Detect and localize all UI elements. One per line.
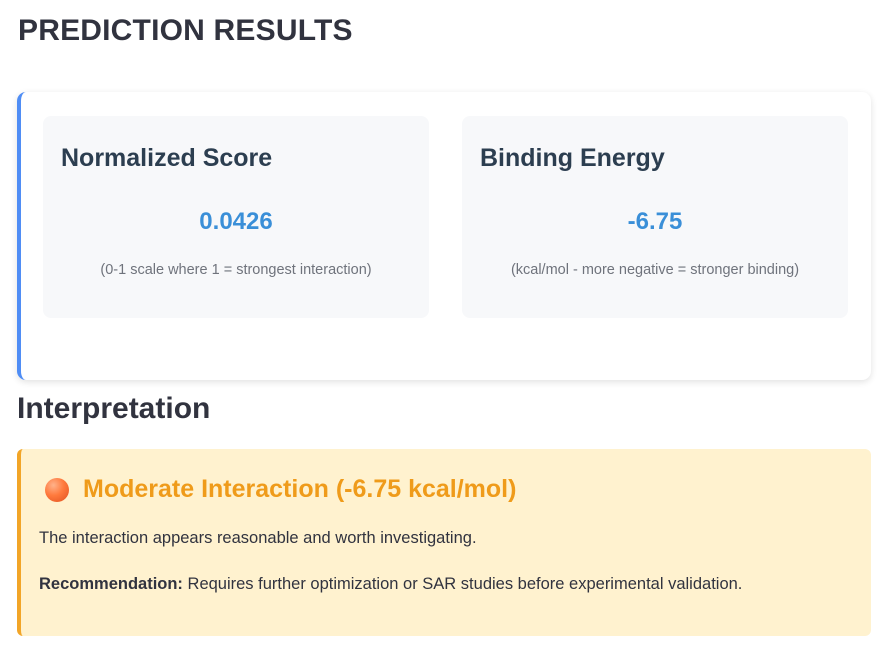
binding-energy-note: (kcal/mol - more negative = stronger bin…	[510, 262, 800, 278]
normalized-score-note: (0-1 scale where 1 = strongest interacti…	[100, 262, 372, 278]
recommendation-label: Recommendation:	[39, 575, 183, 593]
orange-circle-icon	[45, 477, 69, 502]
interpretation-title-row: Moderate Interaction (-6.75 kcal/mol)	[45, 475, 516, 504]
interpretation-heading: Interpretation	[17, 392, 211, 425]
normalized-score-card: Normalized Score 0.0426 (0-1 scale where…	[43, 116, 429, 318]
interpretation-description: The interaction appears reasonable and w…	[39, 529, 477, 547]
page-title: PREDICTION RESULTS	[18, 14, 353, 47]
normalized-score-value: 0.0426	[199, 208, 273, 235]
recommendation-text: Requires further optimization or SAR stu…	[182, 575, 743, 593]
results-card: Normalized Score 0.0426 (0-1 scale where…	[17, 92, 871, 380]
binding-energy-value: -6.75	[627, 208, 683, 235]
recommendation-text-block: Recommendation: Requires further optimiz…	[39, 575, 742, 594]
interpretation-title: Moderate Interaction (-6.75 kcal/mol)	[83, 475, 517, 503]
binding-energy-title: Binding Energy	[480, 144, 665, 172]
interpretation-card: Moderate Interaction (-6.75 kcal/mol) Th…	[17, 449, 871, 636]
normalized-score-title: Normalized Score	[61, 144, 273, 172]
binding-energy-card: Binding Energy -6.75 (kcal/mol - more ne…	[462, 116, 848, 318]
